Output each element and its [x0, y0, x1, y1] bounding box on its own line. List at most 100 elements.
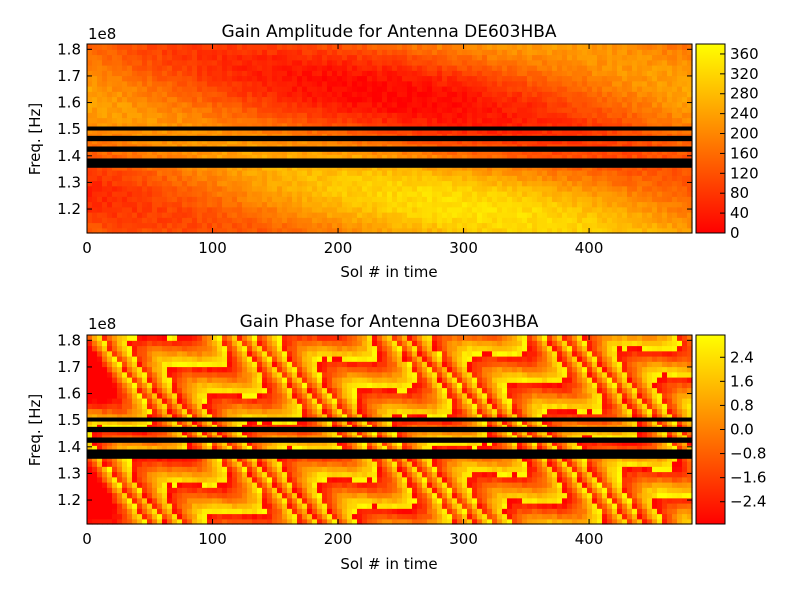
heatmap-cell: [107, 403, 113, 409]
heatmap-cell: [352, 207, 358, 213]
heatmap-cell: [152, 181, 158, 187]
heatmap-cell: [112, 335, 118, 341]
heatmap-cell: [187, 81, 193, 87]
heatmap-cell: [397, 86, 403, 92]
heatmap-cell: [677, 202, 683, 208]
heatmap-cell: [432, 223, 438, 229]
heatmap-cell: [367, 212, 373, 218]
heatmap-cell: [342, 202, 348, 208]
heatmap-cell: [162, 202, 168, 208]
heatmap-cell: [387, 81, 393, 87]
heatmap-cell: [462, 181, 468, 187]
heatmap-cell: [582, 49, 588, 55]
heatmap-cell: [197, 181, 203, 187]
heatmap-cell: [152, 335, 158, 341]
heatmap-cell: [672, 55, 678, 61]
heatmap-cell: [212, 55, 218, 61]
heatmap-cell: [257, 97, 263, 103]
heatmap-cell: [302, 212, 308, 218]
heatmap-cell: [672, 196, 678, 202]
heatmap-cell: [517, 191, 523, 197]
heatmap-cell: [152, 461, 158, 467]
heatmap-cell: [467, 70, 473, 76]
heatmap-cell: [627, 212, 633, 218]
heatmap-cell: [97, 191, 103, 197]
heatmap-cell: [137, 196, 143, 202]
heatmap-cell: [117, 44, 123, 50]
heatmap-cell: [562, 97, 568, 103]
heatmap-cell: [562, 65, 568, 71]
heatmap-cell: [527, 60, 533, 66]
heatmap-cell: [347, 112, 353, 118]
heatmap-cell: [427, 81, 433, 87]
heatmap-cell: [172, 217, 178, 223]
heatmap-cell: [482, 91, 488, 97]
heatmap-cell: [107, 76, 113, 82]
heatmap-cell: [452, 175, 458, 181]
heatmap-cell: [157, 217, 163, 223]
heatmap-cell: [102, 76, 108, 82]
heatmap-cell: [107, 351, 113, 357]
heatmap-cell: [297, 191, 303, 197]
heatmap-cell: [117, 398, 123, 404]
heatmap-cell: [97, 202, 103, 208]
heatmap-cell: [92, 107, 98, 113]
heatmap-cell: [432, 49, 438, 55]
heatmap-cell: [327, 196, 333, 202]
heatmap-cell: [147, 102, 153, 108]
heatmap-cell: [622, 49, 628, 55]
heatmap-cell: [592, 223, 598, 229]
heatmap-cell: [227, 170, 233, 176]
heatmap-cell: [137, 49, 143, 55]
heatmap-cell: [257, 186, 263, 192]
heatmap-cell: [542, 107, 548, 113]
heatmap-cell: [317, 76, 323, 82]
heatmap-cell: [517, 223, 523, 229]
heatmap-cell: [402, 91, 408, 97]
heatmap-cell: [132, 356, 138, 362]
heatmap-cell: [87, 207, 93, 213]
heatmap-cell: [452, 60, 458, 66]
heatmap-cell: [237, 60, 243, 66]
heatmap-cell: [377, 196, 383, 202]
heatmap-cell: [147, 212, 153, 218]
heatmap-cell: [397, 217, 403, 223]
heatmap-cell: [677, 60, 683, 66]
heatmap-cell: [92, 335, 98, 341]
heatmap-cell: [682, 217, 688, 223]
heatmap-cell: [547, 196, 553, 202]
heatmap-cell: [197, 60, 203, 66]
heatmap-cell: [332, 70, 338, 76]
heatmap-cell: [322, 81, 328, 87]
heatmap-cell: [147, 466, 153, 472]
heatmap-cell: [482, 212, 488, 218]
heatmap-cell: [132, 482, 138, 488]
heatmap-cell: [517, 65, 523, 71]
heatmap-cell: [97, 361, 103, 367]
heatmap-cell: [547, 81, 553, 87]
heatmap-cell: [122, 55, 128, 61]
heatmap-cell: [92, 487, 98, 493]
heatmap-cell: [662, 44, 668, 50]
heatmap-cell: [312, 112, 318, 118]
heatmap-cell: [122, 472, 128, 478]
heatmap-cell: [277, 86, 283, 92]
heatmap-cell: [232, 49, 238, 55]
heatmap-cell: [452, 191, 458, 197]
heatmap-cell: [222, 91, 228, 97]
heatmap-cell: [107, 170, 113, 176]
heatmap-cell: [602, 55, 608, 61]
heatmap-cell: [307, 91, 313, 97]
heatmap-cell: [322, 97, 328, 103]
heatmap-cell: [212, 81, 218, 87]
heatmap-cell: [192, 60, 198, 66]
heatmap-cell: [107, 186, 113, 192]
heatmap-cell: [222, 191, 228, 197]
heatmap-cell: [117, 55, 123, 61]
heatmap-cell: [637, 81, 643, 87]
heatmap-cell: [602, 91, 608, 97]
heatmap-cell: [262, 202, 268, 208]
heatmap-cell: [422, 170, 428, 176]
heatmap-cell: [142, 367, 148, 373]
heatmap-cell: [397, 49, 403, 55]
